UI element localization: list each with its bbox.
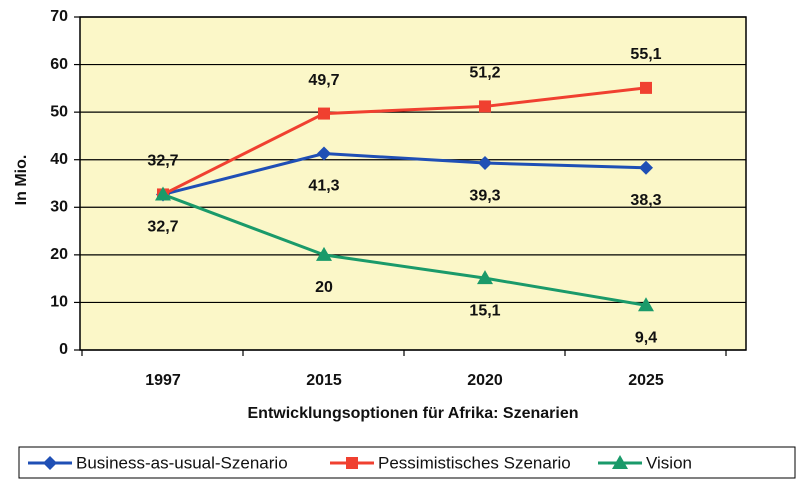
legend-marker [346, 457, 358, 469]
marker [317, 146, 331, 161]
y-tick-label: 30 [50, 199, 68, 216]
legend-label: Business-as-usual-Szenario [76, 453, 288, 472]
y-tick-label: 50 [50, 103, 68, 120]
line [162, 86, 647, 196]
x-tick-label: 2015 [306, 372, 342, 389]
data-label: 39,3 [469, 187, 500, 204]
legend-label: Pessimistisches Szenario [378, 453, 571, 472]
line [162, 152, 647, 196]
legend-marker [43, 456, 57, 470]
y-axis-label: In Mio. [13, 155, 30, 206]
x-axis-label: Entwicklungsoptionen für Afrika: Szenari… [248, 405, 579, 422]
data-label: 32,7 [147, 153, 178, 170]
marker [477, 270, 493, 285]
y-tick-label: 0 [59, 341, 68, 358]
data-label: 38,3 [630, 192, 661, 209]
marker [318, 107, 330, 120]
marker [640, 81, 652, 94]
data-label: 55,1 [630, 46, 661, 63]
marker [316, 246, 332, 261]
data-label: 32,7 [147, 219, 178, 236]
x-tick-label: 2020 [467, 372, 503, 389]
legend-label: Vision [646, 453, 692, 472]
y-tick-label: 70 [50, 8, 68, 25]
y-tick-label: 40 [50, 151, 68, 168]
x-tick-label: 2025 [628, 372, 664, 389]
plot-area [79, 16, 747, 351]
y-tick-label: 10 [50, 294, 68, 311]
data-label: 49,7 [308, 72, 339, 89]
data-label: 20 [315, 279, 333, 296]
marker [638, 297, 654, 312]
marker [155, 186, 171, 201]
data-label: 51,2 [469, 65, 500, 82]
marker [478, 156, 492, 171]
y-tick-label: 20 [50, 246, 68, 263]
y-tick-label: 60 [50, 56, 68, 73]
marker [479, 100, 491, 113]
data-label: 9,4 [635, 330, 657, 347]
marker [639, 160, 653, 175]
legend-marker [612, 455, 628, 469]
line [162, 193, 647, 307]
data-label: 41,3 [308, 178, 339, 195]
data-label: 15,1 [469, 302, 500, 319]
legend [18, 446, 796, 479]
x-tick-label: 1997 [145, 372, 181, 389]
